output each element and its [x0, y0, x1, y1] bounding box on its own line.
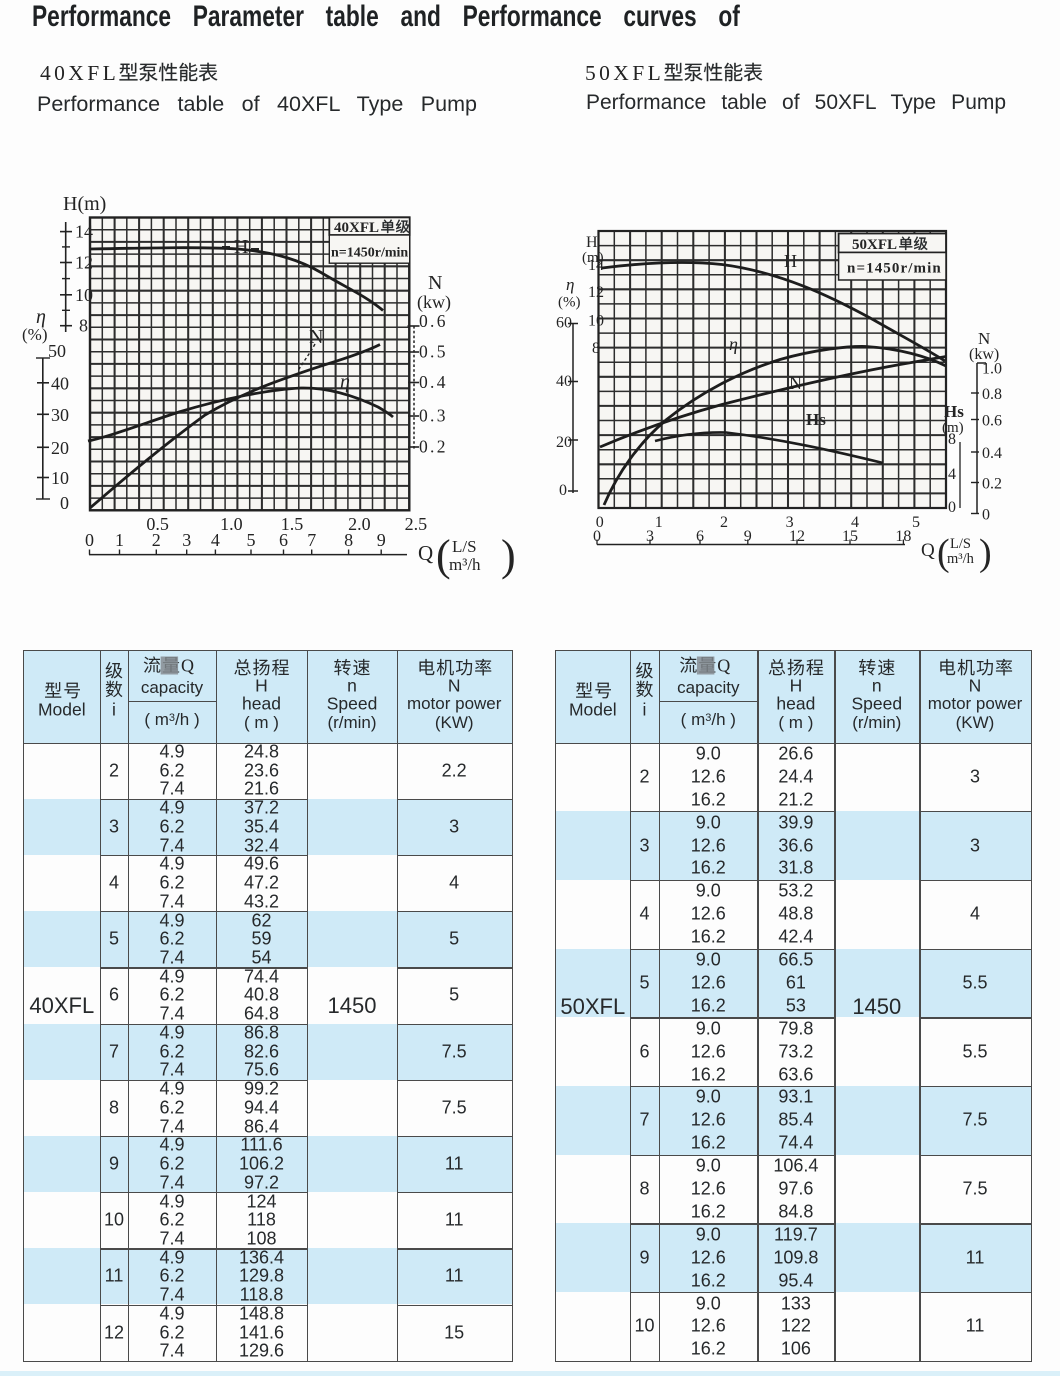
- svg-text:50: 50: [48, 341, 66, 361]
- svg-text:8: 8: [592, 340, 600, 357]
- svg-text:H: H: [586, 234, 598, 251]
- svg-text:18: 18: [895, 528, 911, 545]
- svg-text:3: 3: [786, 514, 794, 531]
- svg-text:N: N: [789, 373, 802, 393]
- svg-text:0: 0: [559, 482, 567, 499]
- svg-text:0: 0: [948, 499, 956, 516]
- svg-text:H(m): H(m): [63, 193, 106, 215]
- svg-text:40XFL: 40XFL: [40, 61, 119, 85]
- svg-text:η: η: [36, 306, 46, 328]
- svg-text:m³/h: m³/h: [947, 551, 975, 567]
- svg-text:L/S: L/S: [452, 537, 477, 556]
- svg-text:0.8: 0.8: [982, 386, 1002, 403]
- svg-text:9: 9: [377, 530, 386, 550]
- svg-text:1: 1: [655, 514, 663, 531]
- svg-text:12: 12: [588, 284, 604, 301]
- svg-text:Q: Q: [418, 541, 433, 565]
- svg-text:40: 40: [51, 373, 69, 393]
- svg-text:14: 14: [75, 222, 93, 242]
- svg-text:(: (: [937, 532, 950, 574]
- svg-text:(kw): (kw): [969, 346, 999, 363]
- svg-text:0.2: 0.2: [982, 476, 1002, 493]
- svg-text:30: 30: [51, 405, 69, 425]
- svg-text:0.2: 0.2: [419, 437, 448, 457]
- svg-text:20: 20: [556, 434, 572, 451]
- svg-text:η: η: [729, 334, 738, 354]
- svg-text:40: 40: [556, 373, 572, 390]
- svg-text:0.3: 0.3: [419, 406, 448, 426]
- svg-text:Hs: Hs: [806, 410, 826, 429]
- svg-text:(%): (%): [22, 325, 47, 344]
- svg-text:0.6: 0.6: [982, 413, 1002, 430]
- svg-text:1.5: 1.5: [281, 514, 304, 534]
- svg-text:0.4: 0.4: [419, 372, 448, 392]
- svg-text:η: η: [566, 275, 574, 294]
- svg-text:2: 2: [720, 514, 728, 531]
- svg-text:3: 3: [646, 528, 654, 545]
- svg-text:Q: Q: [181, 656, 194, 676]
- svg-text:14: 14: [588, 257, 604, 274]
- svg-text:12: 12: [789, 528, 805, 545]
- svg-text:n=1450r/min: n=1450r/min: [847, 261, 942, 277]
- svg-text:): ): [979, 532, 992, 574]
- svg-text:L/S: L/S: [950, 536, 971, 552]
- svg-text:5: 5: [247, 530, 256, 550]
- svg-text:(m): (m): [582, 250, 604, 266]
- svg-text:6: 6: [279, 530, 288, 550]
- svg-text:8: 8: [948, 431, 956, 448]
- svg-text:η: η: [340, 371, 350, 393]
- svg-text:60: 60: [556, 314, 572, 331]
- svg-text:12: 12: [75, 253, 93, 273]
- svg-text:5: 5: [912, 514, 920, 531]
- svg-text:Hs: Hs: [944, 402, 964, 421]
- svg-text:N: N: [978, 329, 990, 348]
- svg-text:1: 1: [115, 530, 124, 550]
- svg-text:0.5: 0.5: [419, 342, 448, 362]
- svg-text:): ): [501, 531, 516, 580]
- svg-text:N: N: [309, 326, 323, 348]
- svg-text:3: 3: [182, 530, 191, 550]
- svg-text:50XFL: 50XFL: [852, 237, 897, 253]
- svg-text:(%): (%): [558, 295, 581, 311]
- svg-text:0: 0: [60, 493, 69, 513]
- svg-text:(kw): (kw): [417, 292, 451, 313]
- svg-text:4: 4: [211, 530, 220, 550]
- svg-text:0: 0: [593, 528, 601, 545]
- svg-text:2: 2: [152, 530, 161, 550]
- svg-text:0.5: 0.5: [146, 514, 169, 534]
- svg-text:40XFL: 40XFL: [334, 220, 379, 236]
- svg-text:0: 0: [982, 507, 990, 524]
- svg-text:1.0: 1.0: [220, 514, 243, 534]
- svg-text:8: 8: [344, 530, 353, 550]
- svg-text:0: 0: [596, 514, 604, 531]
- svg-text:4: 4: [851, 514, 859, 531]
- svg-text:H: H: [784, 251, 797, 271]
- svg-text:8: 8: [79, 316, 88, 336]
- svg-text:9: 9: [744, 528, 752, 545]
- svg-text:m³/h: m³/h: [449, 555, 481, 574]
- svg-text:10: 10: [51, 468, 69, 488]
- svg-text:0.4: 0.4: [982, 445, 1002, 462]
- svg-text:7: 7: [307, 530, 316, 550]
- svg-text:15: 15: [842, 528, 858, 545]
- svg-text:20: 20: [51, 438, 69, 458]
- svg-text:2.0: 2.0: [348, 514, 371, 534]
- svg-text:(m): (m): [942, 420, 964, 436]
- svg-text:0.6: 0.6: [419, 311, 448, 331]
- svg-text:6: 6: [696, 528, 704, 545]
- svg-text:N: N: [428, 272, 442, 294]
- svg-text:10: 10: [588, 313, 604, 330]
- svg-text:10: 10: [75, 285, 93, 305]
- svg-text:0: 0: [85, 530, 94, 550]
- svg-text:4: 4: [948, 466, 956, 483]
- svg-text:H: H: [234, 236, 248, 258]
- svg-text:Q: Q: [717, 656, 730, 676]
- svg-text:1.0: 1.0: [982, 361, 1002, 378]
- svg-text:(: (: [436, 531, 451, 580]
- svg-text:Q: Q: [921, 540, 935, 561]
- svg-text:50XFL: 50XFL: [585, 61, 664, 85]
- svg-text:2.5: 2.5: [405, 514, 428, 534]
- svg-text:n=1450r/min: n=1450r/min: [331, 246, 408, 261]
